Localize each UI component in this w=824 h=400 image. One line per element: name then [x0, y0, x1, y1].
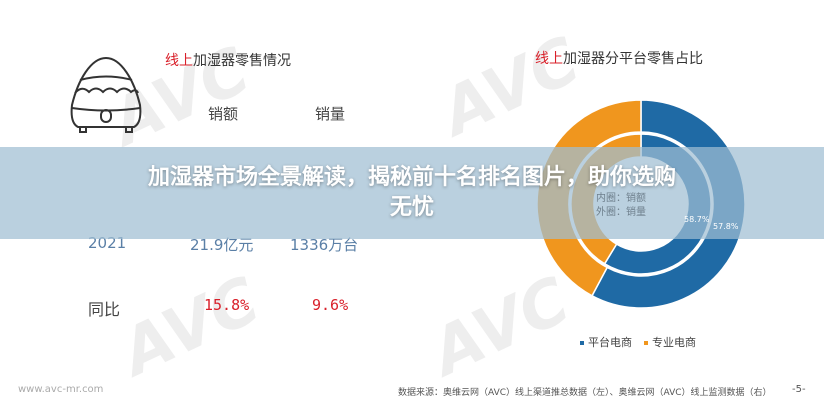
sales-volume-2021: 1336万台 — [290, 236, 359, 254]
center-line-outer: 外圈：销量 — [596, 207, 646, 218]
sales-volume-yoy: 9.6% — [312, 296, 349, 314]
legend-swatch — [644, 341, 648, 345]
title-banner: 加湿器市场全景解读，揭秘前十名排名图片，助你选购 无忧 — [0, 147, 824, 239]
left-panel-title: 线上加湿器零售情况 — [165, 50, 291, 70]
title-highlight: 线上 — [165, 53, 193, 69]
chart-legend: 平台电商 专业电商 — [580, 334, 696, 350]
sales-value-yoy: 15.8% — [204, 296, 250, 314]
data-source: 数据来源：奥维云网（AVC）线上渠道推总数据（左）、奥维云网（AVC）线上监测数… — [398, 388, 772, 398]
banner-title-line1: 加湿器市场全景解读，揭秘前十名排名图片，助你选购 — [147, 165, 676, 190]
legend-label: 平台电商 — [588, 336, 632, 349]
donut-center-note: 内圈：销额 外圈：销量 — [596, 192, 646, 220]
legend-item-professional: 专业电商 — [644, 334, 696, 350]
watermark: AVC — [111, 263, 271, 391]
humidifier-icon — [70, 56, 142, 133]
sales-value-2021: 21.9亿元 — [190, 236, 254, 254]
legend-item-platform: 平台电商 — [580, 334, 632, 350]
title-rest: 加湿器分平台零售占比 — [563, 51, 703, 67]
title-rest: 加湿器零售情况 — [193, 53, 291, 69]
legend-swatch — [580, 341, 584, 345]
website-link[interactable]: www.avc-mr.com — [18, 384, 104, 395]
legend-label: 专业电商 — [652, 336, 696, 349]
col-header-sales-volume: 销量 — [315, 105, 346, 123]
title-highlight: 线上 — [535, 51, 563, 67]
outer-label: 57.8% — [713, 222, 739, 231]
right-panel-title: 线上加湿器分平台零售占比 — [535, 48, 703, 68]
row-label-yoy: 同比 — [88, 300, 121, 319]
banner-title-line2: 无忧 — [389, 195, 434, 220]
page-number: -5- — [792, 384, 806, 395]
center-line-inner: 内圈：销额 — [596, 193, 646, 204]
inner-label: 58.7% — [684, 215, 710, 224]
col-header-sales-value: 销额 — [208, 105, 239, 123]
